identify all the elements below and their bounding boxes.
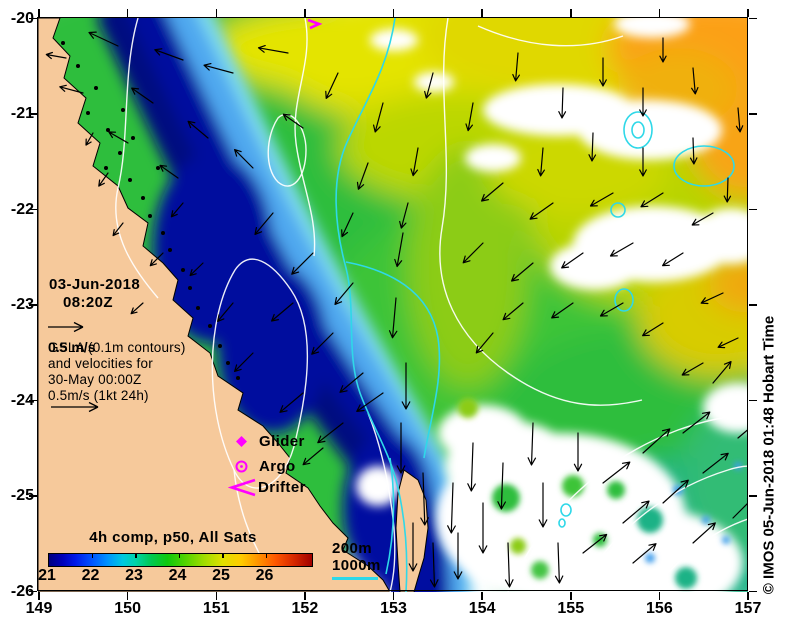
legend-glider-label: Glider (259, 433, 305, 450)
x-tick-label: 150 (114, 600, 141, 617)
colorbar-tick-label: 26 (255, 567, 274, 584)
x-tick-label: 151 (202, 600, 230, 617)
y-tick-label: -21 (10, 105, 34, 122)
glider-icon (236, 436, 247, 447)
sst-colorbar (48, 553, 313, 567)
x-axis-tick (126, 592, 129, 600)
velocity-scale-arrow-1 (48, 321, 84, 333)
x-axis-tick-top (215, 9, 217, 17)
y-axis-tick-right (749, 208, 757, 211)
y-tick-label: -22 (10, 200, 34, 218)
y-axis-tick (29, 590, 37, 593)
y-tick-label: -23 (10, 296, 34, 313)
colorbar-tick-label: 22 (81, 567, 100, 584)
velocity-vectors (45, 31, 748, 588)
y-axis-tick (29, 113, 37, 115)
map-date: 03-Jun-2018 (49, 276, 141, 293)
x-axis-tick (38, 592, 40, 600)
x-tick-label: 152 (291, 600, 319, 617)
x-axis-tick-top (304, 9, 306, 17)
drifter-icon (228, 478, 256, 497)
gsla-contours (115, 18, 748, 592)
x-tick-label: 156 (646, 600, 673, 617)
x-axis-tick (658, 592, 661, 600)
colorbar-tick (178, 554, 180, 558)
x-axis-tick (392, 592, 395, 600)
y-tick-label: -25 (10, 487, 34, 504)
fraser-island (395, 469, 429, 592)
colorbar-tick-label: 23 (125, 567, 143, 584)
y-axis-tick (29, 304, 37, 306)
x-axis-tick (304, 592, 306, 600)
map-time: 08:20Z (63, 294, 113, 311)
x-axis-tick-top (570, 9, 572, 17)
y-tick-label: -26 (10, 582, 34, 600)
colorbar-tick (265, 554, 267, 558)
y-axis-tick-right (749, 304, 757, 306)
y-axis-tick-right (749, 113, 757, 115)
y-tick-label: -20 (10, 9, 34, 27)
mainland-coastline (38, 18, 391, 592)
x-axis-tick (215, 592, 217, 600)
y-axis-tick-right (749, 399, 757, 402)
x-axis-tick-top (481, 9, 483, 17)
bathymetry-contours (335, 18, 735, 592)
y-tick-label: -24 (10, 391, 34, 409)
y-axis-tick (29, 399, 37, 402)
legend-200m-label: 200m (332, 540, 372, 557)
y-axis-tick (29, 17, 37, 20)
x-tick-label: 154 (468, 600, 496, 617)
y-axis-tick-right (749, 590, 757, 593)
drifter-track-marker (307, 18, 323, 30)
gsla-caption-line3: 30-May 00:00Z (48, 372, 142, 387)
colorbar-tick (222, 554, 224, 558)
x-axis-tick-top (38, 9, 40, 17)
x-axis-tick-top (392, 9, 395, 17)
x-axis-tick-top (126, 9, 129, 17)
gsla-caption-line4: 0.5m/s (1kt 24h) (48, 388, 149, 403)
legend-drifter-label: Drifter (258, 479, 306, 496)
colorbar-tick-label: 21 (38, 567, 56, 584)
sst-map (38, 18, 748, 592)
y-axis-tick (29, 208, 37, 211)
y-axis-tick-right (749, 17, 757, 20)
gsla-caption-line1: GSLA (0.1m contours) (48, 340, 186, 355)
legend-argo-label: Argo (259, 458, 296, 475)
credit-text: © IMOS 05-Jun-2018 01:48 Hobart Time (760, 315, 778, 595)
x-tick-label: 149 (25, 600, 53, 617)
gsla-caption-line2: and velocities for (48, 356, 153, 371)
x-tick-label: 155 (557, 600, 585, 617)
colorbar-tick-label: 24 (168, 567, 187, 584)
colorbar-title: 4h comp, p50, All Sats (89, 529, 257, 546)
legend-1000m-label: 1000m (332, 557, 381, 574)
colorbar-tick (91, 554, 93, 558)
x-axis-tick-top (658, 9, 661, 17)
colorbar-tick-label: 25 (212, 567, 230, 584)
x-tick-label: 157 (734, 600, 762, 617)
y-axis-tick-right (749, 495, 757, 497)
velocity-scale-label: 0.5 m/s (48, 339, 96, 355)
argo-icon (235, 460, 248, 473)
x-axis-tick (747, 592, 749, 600)
x-axis-tick-top (747, 9, 749, 17)
colorbar-tick (135, 554, 137, 558)
velocity-scale-arrow-2 (51, 401, 99, 413)
land-region (38, 18, 429, 592)
x-axis-tick (481, 592, 483, 600)
offshore-islands (61, 41, 240, 380)
legend-1000m-line (332, 577, 378, 580)
y-axis-tick (29, 495, 37, 497)
x-tick-label: 153 (380, 600, 407, 617)
x-axis-tick (570, 592, 572, 600)
